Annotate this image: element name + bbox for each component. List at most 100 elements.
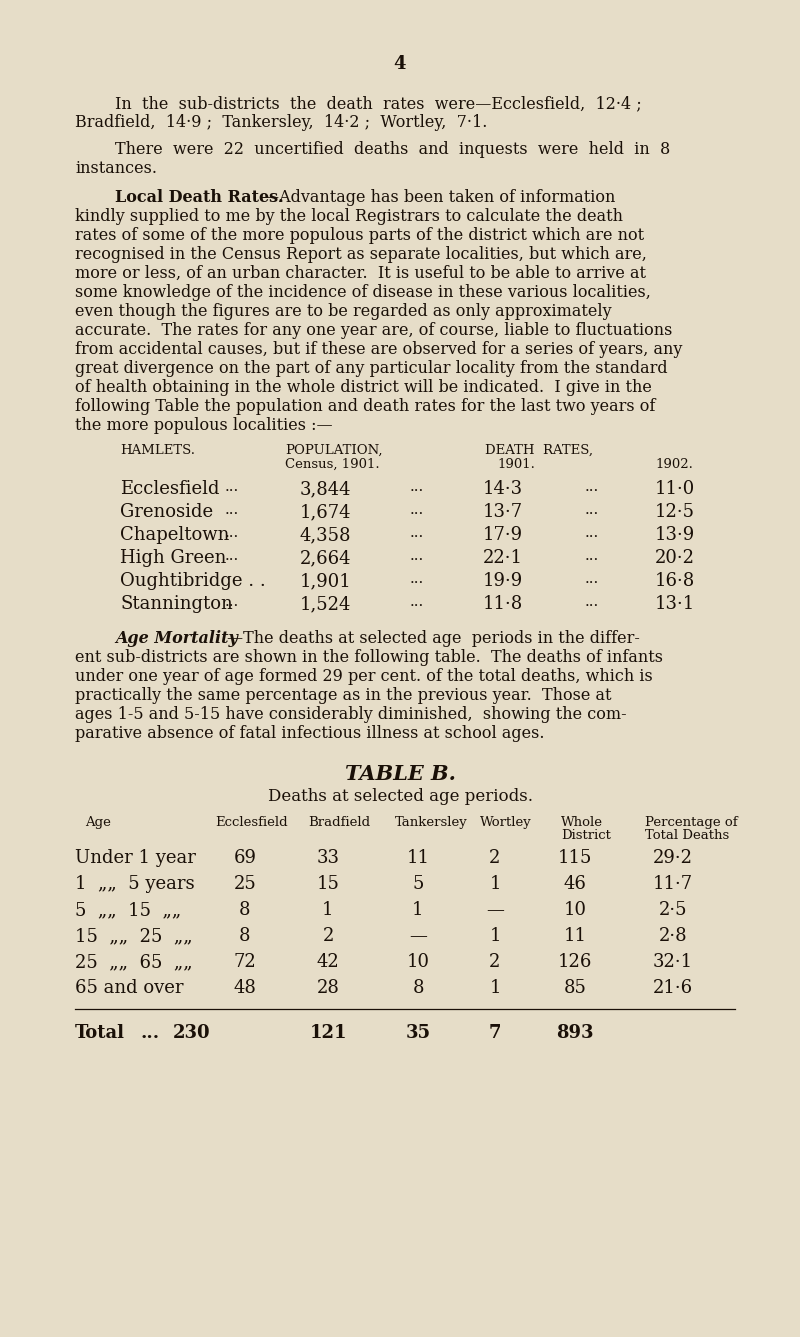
Text: Total: Total — [75, 1024, 125, 1042]
Text: POPULATION,: POPULATION, — [285, 444, 382, 457]
Text: Deaths at selected age periods.: Deaths at selected age periods. — [267, 787, 533, 805]
Text: ...: ... — [410, 572, 424, 586]
Text: ...: ... — [225, 480, 239, 493]
Text: 7: 7 — [489, 1024, 502, 1042]
Text: practically the same percentage as in the previous year.  Those at: practically the same percentage as in th… — [75, 687, 611, 705]
Text: 85: 85 — [563, 979, 586, 997]
Text: 121: 121 — [310, 1024, 346, 1042]
Text: 42: 42 — [317, 953, 339, 971]
Text: rates of some of the more populous parts of the district which are not: rates of some of the more populous parts… — [75, 227, 644, 243]
Text: 19·9: 19·9 — [483, 572, 523, 590]
Text: 11: 11 — [563, 927, 586, 945]
Text: Whole: Whole — [561, 816, 603, 829]
Text: 15: 15 — [317, 874, 339, 893]
Text: 17·9: 17·9 — [483, 525, 523, 544]
Text: Under 1 year: Under 1 year — [75, 849, 196, 866]
Text: 20·2: 20·2 — [655, 550, 695, 567]
Text: Grenoside: Grenoside — [120, 503, 213, 521]
Text: ...: ... — [225, 550, 239, 563]
Text: Census, 1901.: Census, 1901. — [285, 459, 380, 471]
Text: 10: 10 — [563, 901, 586, 919]
Text: Bradfield,  14·9 ;  Tankersley,  14·2 ;  Wortley,  7·1.: Bradfield, 14·9 ; Tankersley, 14·2 ; Wor… — [75, 114, 487, 131]
Text: 3,844: 3,844 — [300, 480, 351, 497]
Text: parative absence of fatal infectious illness at school ages.: parative absence of fatal infectious ill… — [75, 725, 545, 742]
Text: 1901.: 1901. — [497, 459, 535, 471]
Text: 5  „„  15  „„: 5 „„ 15 „„ — [75, 901, 182, 919]
Text: District: District — [561, 829, 611, 842]
Text: great divergence on the part of any particular locality from the standard: great divergence on the part of any part… — [75, 360, 668, 377]
Text: There  were  22  uncertified  deaths  and  inquests  were  held  in  8: There were 22 uncertified deaths and inq… — [115, 140, 670, 158]
Text: 11·8: 11·8 — [483, 595, 523, 612]
Text: 69: 69 — [234, 849, 257, 866]
Text: 4,358: 4,358 — [300, 525, 351, 544]
Text: 14·3: 14·3 — [483, 480, 523, 497]
Text: TABLE B.: TABLE B. — [345, 763, 455, 783]
Text: 1,524: 1,524 — [300, 595, 351, 612]
Text: 72: 72 — [234, 953, 256, 971]
Text: 65 and over: 65 and over — [75, 979, 183, 997]
Text: 46: 46 — [563, 874, 586, 893]
Text: ...: ... — [140, 1024, 159, 1042]
Text: 16·8: 16·8 — [655, 572, 695, 590]
Text: ...: ... — [410, 503, 424, 517]
Text: Percentage of: Percentage of — [645, 816, 738, 829]
Text: ...: ... — [585, 572, 599, 586]
Text: —: — — [486, 901, 504, 919]
Text: 2: 2 — [490, 953, 501, 971]
Text: 48: 48 — [234, 979, 257, 997]
Text: 1: 1 — [490, 927, 501, 945]
Text: Tankersley: Tankersley — [395, 816, 468, 829]
Text: ...: ... — [410, 595, 424, 608]
Text: HAMLETS.: HAMLETS. — [120, 444, 195, 457]
Text: 25  „„  65  „„: 25 „„ 65 „„ — [75, 953, 193, 971]
Text: 1: 1 — [490, 874, 501, 893]
Text: 5: 5 — [412, 874, 424, 893]
Text: Total Deaths: Total Deaths — [645, 829, 730, 842]
Text: 11·7: 11·7 — [653, 874, 693, 893]
Text: 893: 893 — [556, 1024, 594, 1042]
Text: ...: ... — [585, 595, 599, 608]
Text: Ecclesfield: Ecclesfield — [215, 816, 288, 829]
Text: 11·0: 11·0 — [655, 480, 695, 497]
Text: Wortley: Wortley — [480, 816, 532, 829]
Text: 13·1: 13·1 — [655, 595, 695, 612]
Text: 22·1: 22·1 — [483, 550, 523, 567]
Text: 2·5: 2·5 — [658, 901, 687, 919]
Text: 4: 4 — [394, 55, 406, 74]
Text: under one year of age formed 29 per cent. of the total deaths, which is: under one year of age formed 29 per cent… — [75, 668, 653, 685]
Text: Age Mortality: Age Mortality — [115, 630, 238, 647]
Text: —: — — [409, 927, 427, 945]
Text: 2,664: 2,664 — [300, 550, 351, 567]
Text: the more populous localities :—: the more populous localities :— — [75, 417, 333, 435]
Text: 1: 1 — [490, 979, 501, 997]
Text: Chapeltown: Chapeltown — [120, 525, 230, 544]
Text: ...: ... — [585, 550, 599, 563]
Text: 8: 8 — [239, 927, 250, 945]
Text: 1: 1 — [322, 901, 334, 919]
Text: following Table the population and death rates for the last two years of: following Table the population and death… — [75, 398, 655, 414]
Text: 33: 33 — [317, 849, 339, 866]
Text: 8: 8 — [412, 979, 424, 997]
Text: 32·1: 32·1 — [653, 953, 693, 971]
Text: ent sub-districts are shown in the following table.  The deaths of infants: ent sub-districts are shown in the follo… — [75, 648, 663, 666]
Text: of health obtaining in the whole district will be indicated.  I give in the: of health obtaining in the whole distric… — [75, 378, 652, 396]
Text: Bradfield: Bradfield — [308, 816, 370, 829]
Text: 2: 2 — [490, 849, 501, 866]
Text: accurate.  The rates for any one year are, of course, liable to fluctuations: accurate. The rates for any one year are… — [75, 322, 672, 340]
Text: 12·5: 12·5 — [655, 503, 695, 521]
Text: DEATH  RATES,: DEATH RATES, — [485, 444, 593, 457]
Text: ...: ... — [585, 503, 599, 517]
Text: ...: ... — [225, 503, 239, 517]
Text: kindly supplied to me by the local Registrars to calculate the death: kindly supplied to me by the local Regis… — [75, 209, 623, 225]
Text: ...: ... — [585, 480, 599, 493]
Text: 15  „„  25  „„: 15 „„ 25 „„ — [75, 927, 193, 945]
Text: ...: ... — [225, 525, 239, 540]
Text: 1,674: 1,674 — [300, 503, 351, 521]
Text: 25: 25 — [234, 874, 256, 893]
Text: instances.: instances. — [75, 160, 157, 176]
Text: 115: 115 — [558, 849, 592, 866]
Text: 1  „„  5 years: 1 „„ 5 years — [75, 874, 194, 893]
Text: 230: 230 — [173, 1024, 210, 1042]
Text: 126: 126 — [558, 953, 592, 971]
Text: from accidental causes, but if these are observed for a series of years, any: from accidental causes, but if these are… — [75, 341, 682, 358]
